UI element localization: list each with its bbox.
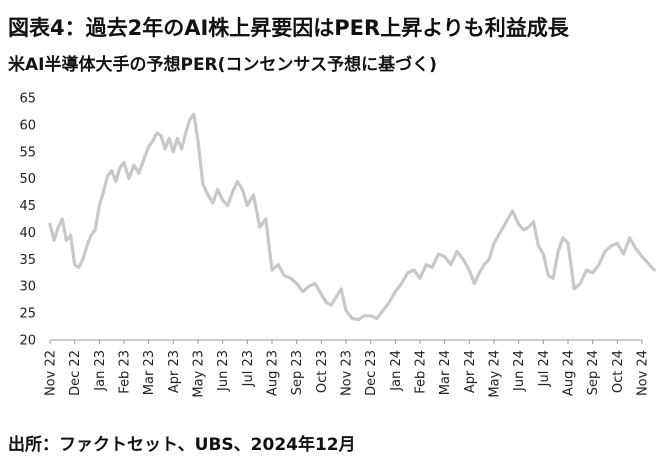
x-tick-label: Oct 23	[315, 350, 330, 393]
y-axis: 20 25 30 35 40 45 50 55 60 65	[19, 92, 36, 349]
x-tick-label: Dec 22	[68, 350, 83, 396]
y-tick-label: 60	[19, 118, 36, 133]
x-tick-label: Sep 23	[290, 350, 305, 395]
y-tick-label: 50	[19, 172, 36, 187]
x-tick-label: Feb 24	[414, 350, 429, 394]
x-tick-label: Jul 23	[241, 350, 256, 387]
y-tick-label: 40	[19, 226, 36, 241]
chart-subtitle: 米AI半導体大手の予想PER(コンセンサス予想に基づく)	[8, 55, 437, 75]
x-tick-label: Dec 23	[364, 350, 379, 396]
y-tick-label: 45	[19, 199, 36, 214]
y-tick-label: 35	[19, 253, 36, 268]
x-tick-label: Apr 23	[167, 350, 182, 393]
y-tick-label: 30	[19, 280, 36, 295]
x-tick-label: Jan 24	[389, 350, 404, 392]
x-tick-label: Jan 23	[93, 350, 108, 392]
y-tick-label: 65	[19, 92, 36, 107]
chart-title: 図表4：過去2年のAI株上昇要因はPER上昇よりも利益成長	[8, 16, 569, 40]
x-tick-label: Jun 23	[216, 350, 231, 392]
x-tick-label: Nov 24	[636, 350, 651, 396]
y-tick-label: 25	[19, 307, 36, 322]
x-tick-label: May 24	[488, 350, 503, 398]
x-tick-label: Jul 24	[537, 350, 552, 387]
x-axis: Nov 22 Dec 22 Jan 23 Feb 23 Mar 23 Apr 23 May …	[44, 339, 651, 398]
x-tick-label: Mar 24	[438, 350, 453, 395]
x-tick-label: Sep 24	[586, 350, 601, 395]
source-note: 出所：ファクトセット、UBS、2024年12月	[8, 435, 356, 455]
x-tick-label: Aug 24	[562, 350, 577, 396]
x-tick-label: Aug 23	[266, 350, 281, 396]
x-tick-label: Oct 24	[611, 350, 626, 393]
series-line	[48, 112, 656, 322]
y-tick-label: 55	[19, 145, 36, 160]
line-chart: 20 25 30 35 40 45 50 55 60 65 Nov 22 Dec 22 Jan 23 F…	[19, 92, 656, 398]
x-tick-label: Jun 24	[512, 350, 527, 392]
x-tick-label: Mar 23	[142, 350, 157, 395]
x-tick-label: May 23	[192, 350, 207, 398]
x-tick-label: Apr 24	[463, 350, 478, 393]
series-layer	[48, 112, 656, 322]
x-tick-label: Nov 23	[340, 350, 355, 396]
x-tick-label: Nov 22	[44, 350, 59, 396]
x-tick-label: Feb 23	[118, 350, 133, 394]
y-tick-label: 20	[19, 334, 36, 349]
